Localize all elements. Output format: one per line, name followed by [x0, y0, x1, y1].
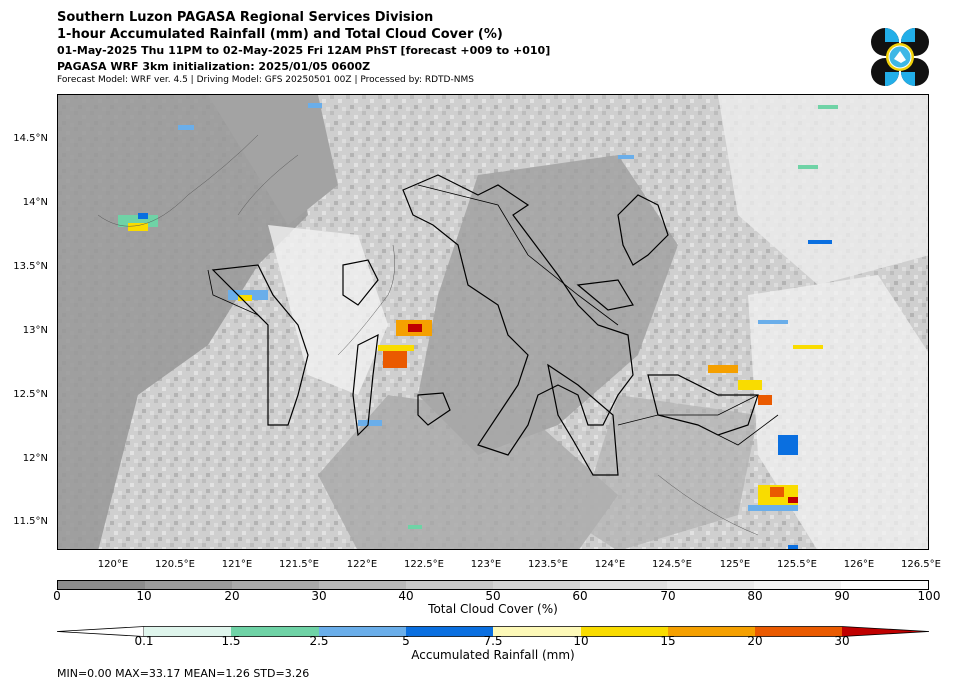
cloud-tick: 20	[224, 589, 240, 603]
rain-tick: 30	[834, 634, 850, 648]
rain-tick: 2.5	[309, 634, 329, 648]
cloud-tick: 80	[747, 589, 763, 603]
model-info: Forecast Model: WRF ver. 4.5 | Driving M…	[57, 75, 474, 85]
cloud-swatch	[580, 581, 667, 589]
cloud-swatch	[58, 581, 145, 589]
coastlines	[211, 174, 759, 476]
lat-label: 12.5°N	[13, 389, 48, 400]
thin-coastlines	[97, 134, 759, 536]
cloud-swatch	[754, 581, 841, 589]
cloud-swatch	[145, 581, 232, 589]
cloud-tick: 60	[572, 589, 588, 603]
rain-tick: 10	[573, 634, 589, 648]
cloud-tick: 30	[311, 589, 327, 603]
rain-tick: 15	[660, 634, 676, 648]
cloud-dense-areas	[58, 95, 758, 549]
cloud-swatch	[667, 581, 754, 589]
map-canvas	[58, 95, 928, 549]
cloud-tick: 40	[398, 589, 414, 603]
initialization-line: PAGASA WRF 3km initialization: 2025/01/0…	[57, 60, 371, 73]
cloud-tick: 100	[917, 589, 941, 603]
lon-label: 121.5°E	[279, 559, 319, 570]
cloud-clear-areas	[268, 95, 928, 549]
lon-label: 120.5°E	[155, 559, 195, 570]
lon-label: 124.5°E	[652, 559, 692, 570]
cloud-tick: 0	[53, 589, 61, 603]
lon-label: 123.5°E	[528, 559, 568, 570]
rain-tick: 1.5	[221, 634, 241, 648]
cloud-tick: 90	[834, 589, 850, 603]
pagasa-logo	[871, 28, 929, 86]
rain-tick: 20	[747, 634, 763, 648]
forecast-period: 01-May-2025 Thu 11PM to 02-May-2025 Fri …	[57, 44, 551, 57]
rain-tick: 0.1	[134, 634, 154, 648]
lon-label: 125°E	[719, 559, 751, 570]
lon-label: 122°E	[346, 559, 378, 570]
rain-tick: 7.5	[483, 634, 503, 648]
cloud-colorbar-title: Total Cloud Cover (%)	[428, 602, 558, 616]
lon-label: 123°E	[470, 559, 502, 570]
cloud-swatch	[319, 581, 406, 589]
lon-label: 126°E	[843, 559, 875, 570]
lon-label: 121°E	[221, 559, 253, 570]
cloud-tick: 50	[485, 589, 501, 603]
lon-label: 125.5°E	[777, 559, 817, 570]
weather-map	[57, 94, 929, 550]
lat-label: 12°N	[22, 453, 48, 464]
cloud-tick: 70	[660, 589, 676, 603]
cloud-swatch	[232, 581, 319, 589]
lon-label: 126.5°E	[901, 559, 941, 570]
rainfall-cells	[118, 103, 838, 549]
title-line-1: Southern Luzon PAGASA Regional Services …	[57, 10, 434, 25]
lon-label: 120°E	[97, 559, 129, 570]
lat-label: 14.5°N	[13, 133, 48, 144]
cloud-tick: 10	[136, 589, 152, 603]
rain-colorbar-title: Accumulated Rainfall (mm)	[411, 648, 575, 662]
region-boundary	[207, 184, 779, 446]
cloud-swatch	[406, 581, 493, 589]
cloud-swatch	[841, 581, 928, 589]
rainfall-colorbar	[57, 626, 930, 637]
title-line-2: 1-hour Accumulated Rainfall (mm) and Tot…	[57, 27, 503, 42]
cloud-swatch	[493, 581, 580, 589]
lon-label: 124°E	[594, 559, 626, 570]
lat-label: 14°N	[22, 197, 48, 208]
rain-tick: 5	[402, 634, 410, 648]
lat-label: 13°N	[22, 325, 48, 336]
lat-label: 11.5°N	[13, 516, 48, 527]
cloud-cover-colorbar	[57, 580, 929, 590]
statistics-text: MIN=0.00 MAX=33.17 MEAN=1.26 STD=3.26	[57, 667, 310, 680]
lat-label: 13.5°N	[13, 261, 48, 272]
lon-label: 122.5°E	[404, 559, 444, 570]
